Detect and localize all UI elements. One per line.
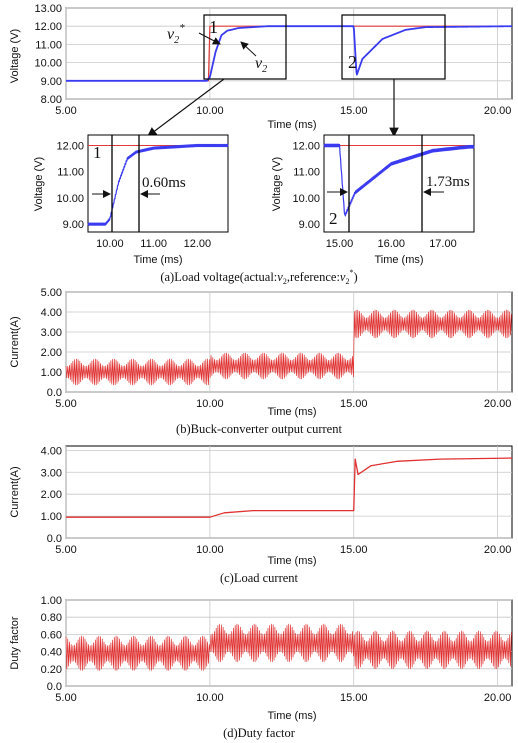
y-tick-label: 9.00 (299, 219, 320, 231)
x-tick-label: 10.00 (196, 544, 224, 556)
y-tick-label: 12.00 (56, 140, 84, 152)
x-tick-label: 17.00 (429, 238, 457, 250)
y-tick-label: 9.00 (63, 219, 84, 231)
y-tick-label: 8.00 (41, 94, 62, 106)
x-axis-label: Time (ms) (267, 555, 316, 567)
y-tick-label: 12.00 (292, 140, 320, 152)
zoom-box-2-label: 2 (348, 52, 357, 72)
x-tick-label: 20.00 (484, 105, 512, 117)
y-tick-label: 10.00 (56, 193, 84, 205)
plot-frame (65, 291, 513, 393)
x-axis-label: Time (ms) (374, 254, 423, 266)
y-axis-label: Voltage (V) (271, 157, 283, 211)
x-tick-label: 5.00 (55, 398, 76, 410)
load-current-line (66, 457, 513, 518)
panel-c: 5.00 10.00 15.00 20.00 4.00 3.00 2.00 1.00 0.0 T… (9, 445, 513, 585)
zoom-box-1 (203, 14, 287, 80)
x-tick-label: 15.00 (340, 692, 368, 704)
y-tick-label: 12.00 (34, 21, 62, 33)
x-tick-label: 15.00 (340, 544, 368, 556)
x-tick-label: 15.00 (340, 105, 368, 117)
panel-a-zoom-2: 15.00 16.00 17.00 12.00 11.00 10.00 9.00 1.73m… (271, 134, 475, 266)
y-axis-label: Current(A) (9, 466, 21, 517)
x-tick-label: 20.00 (484, 398, 512, 410)
y-axis-label: Duty factor (9, 616, 21, 670)
caption-d: (d)Duty factor (223, 726, 296, 740)
y-tick-label: 0.40 (41, 647, 62, 659)
v2-actual-arrow (240, 41, 257, 57)
y-tick-label: 0.80 (41, 612, 62, 624)
x-tick-label: 10.00 (196, 105, 224, 117)
y-tick-label: 1.00 (41, 367, 62, 379)
y-tick-label: 4.00 (41, 445, 62, 457)
x-tick-label: 5.00 (55, 105, 76, 117)
actual-line-v2 (65, 25, 513, 82)
x-tick-label: 10.00 (196, 692, 224, 704)
current-ripple-trace (65, 309, 512, 386)
x-tick-label: 10.00 (96, 238, 124, 250)
x-axis-label: Time (ms) (267, 406, 316, 418)
caption-b: (b)Buck-converter output current (176, 422, 342, 436)
panel-a-zoom-1: 10.00 11.00 12.00 12.00 11.00 10.00 9.00 0.60m… (33, 134, 229, 266)
v2-reference-arrow (198, 32, 221, 45)
x-tick-label: 10.00 (196, 398, 224, 410)
v2-actual-label: v2 (255, 55, 267, 75)
y-tick-label: 11.00 (293, 167, 320, 179)
x-tick-label: 20.00 (484, 692, 512, 704)
zoom-1-label: 1 (93, 143, 102, 162)
y-axis-label: Voltage (V) (9, 29, 21, 83)
panel-d: 5.00 10.00 15.00 20.00 1.00 0.80 0.60 0.40 0.20 0… (9, 595, 513, 740)
plot-frame (65, 445, 513, 539)
x-tick-label: 20.00 (484, 544, 512, 556)
x-axis-label: Time (ms) (267, 710, 316, 722)
y-tick-label: 0.0 (47, 387, 62, 399)
y-tick-label: 10.00 (34, 58, 62, 70)
settling-time-annotation: 1.73ms (426, 174, 470, 190)
y-tick-label: 0.0 (47, 533, 62, 545)
x-axis-label: Time (ms) (267, 119, 316, 131)
x-tick-label: 5.00 (55, 692, 76, 704)
plot-frame (65, 7, 513, 100)
x-tick-label: 11.00 (140, 238, 167, 250)
duty-factor-ripple-trace (65, 623, 512, 671)
y-tick-label: 10.00 (292, 193, 320, 205)
y-tick-label: 13.00 (34, 3, 62, 15)
zoom-box-1-label: 1 (209, 17, 218, 37)
x-tick-label: 12.00 (184, 238, 212, 250)
y-tick-label: 5.00 (41, 287, 62, 299)
y-tick-label: 0.0 (47, 681, 62, 693)
y-tick-label: 1.00 (41, 595, 62, 607)
y-tick-label: 2.00 (41, 347, 62, 359)
x-tick-label: 16.00 (377, 238, 405, 250)
settling-time-annotation: 0.60ms (142, 175, 186, 191)
caption-a: (a)Load voltage(actual:v2,reference:v2*) (160, 268, 357, 286)
panel-b: 5.00 10.00 15.00 20.00 5.00 4.00 3.00 2.00 1.00 0… (9, 287, 513, 436)
y-tick-label: 2.00 (41, 489, 62, 501)
y-tick-label: 0.20 (41, 664, 62, 676)
zoom-1-connector (147, 78, 225, 137)
y-axis-label: Current(A) (9, 316, 21, 367)
x-tick-label: 5.00 (55, 544, 76, 556)
y-tick-label: 3.00 (41, 467, 62, 479)
y-tick-label: 11.00 (57, 167, 84, 179)
x-tick-label: 15.00 (340, 398, 368, 410)
x-tick-label: 15.00 (326, 238, 354, 250)
y-tick-label: 4.00 (41, 307, 62, 319)
y-tick-label: 3.00 (41, 327, 62, 339)
caption-c: (c)Load current (220, 571, 299, 585)
zoom-2-label: 2 (329, 209, 338, 228)
x-axis-label: Time (ms) (133, 254, 182, 266)
y-tick-label: 1.00 (41, 511, 62, 523)
v2-reference-label: v2* (167, 22, 185, 46)
y-tick-label: 0.60 (41, 629, 62, 641)
y-tick-label: 9.00 (41, 76, 62, 88)
actual-line-v2 (87, 143, 229, 226)
panel-a-main: 5.00 10.00 15.00 20.00 13.00 12.00 11.00 10.00 9… (9, 3, 513, 138)
y-axis-label: Voltage (V) (33, 157, 45, 211)
y-tick-label: 11.00 (35, 39, 62, 51)
